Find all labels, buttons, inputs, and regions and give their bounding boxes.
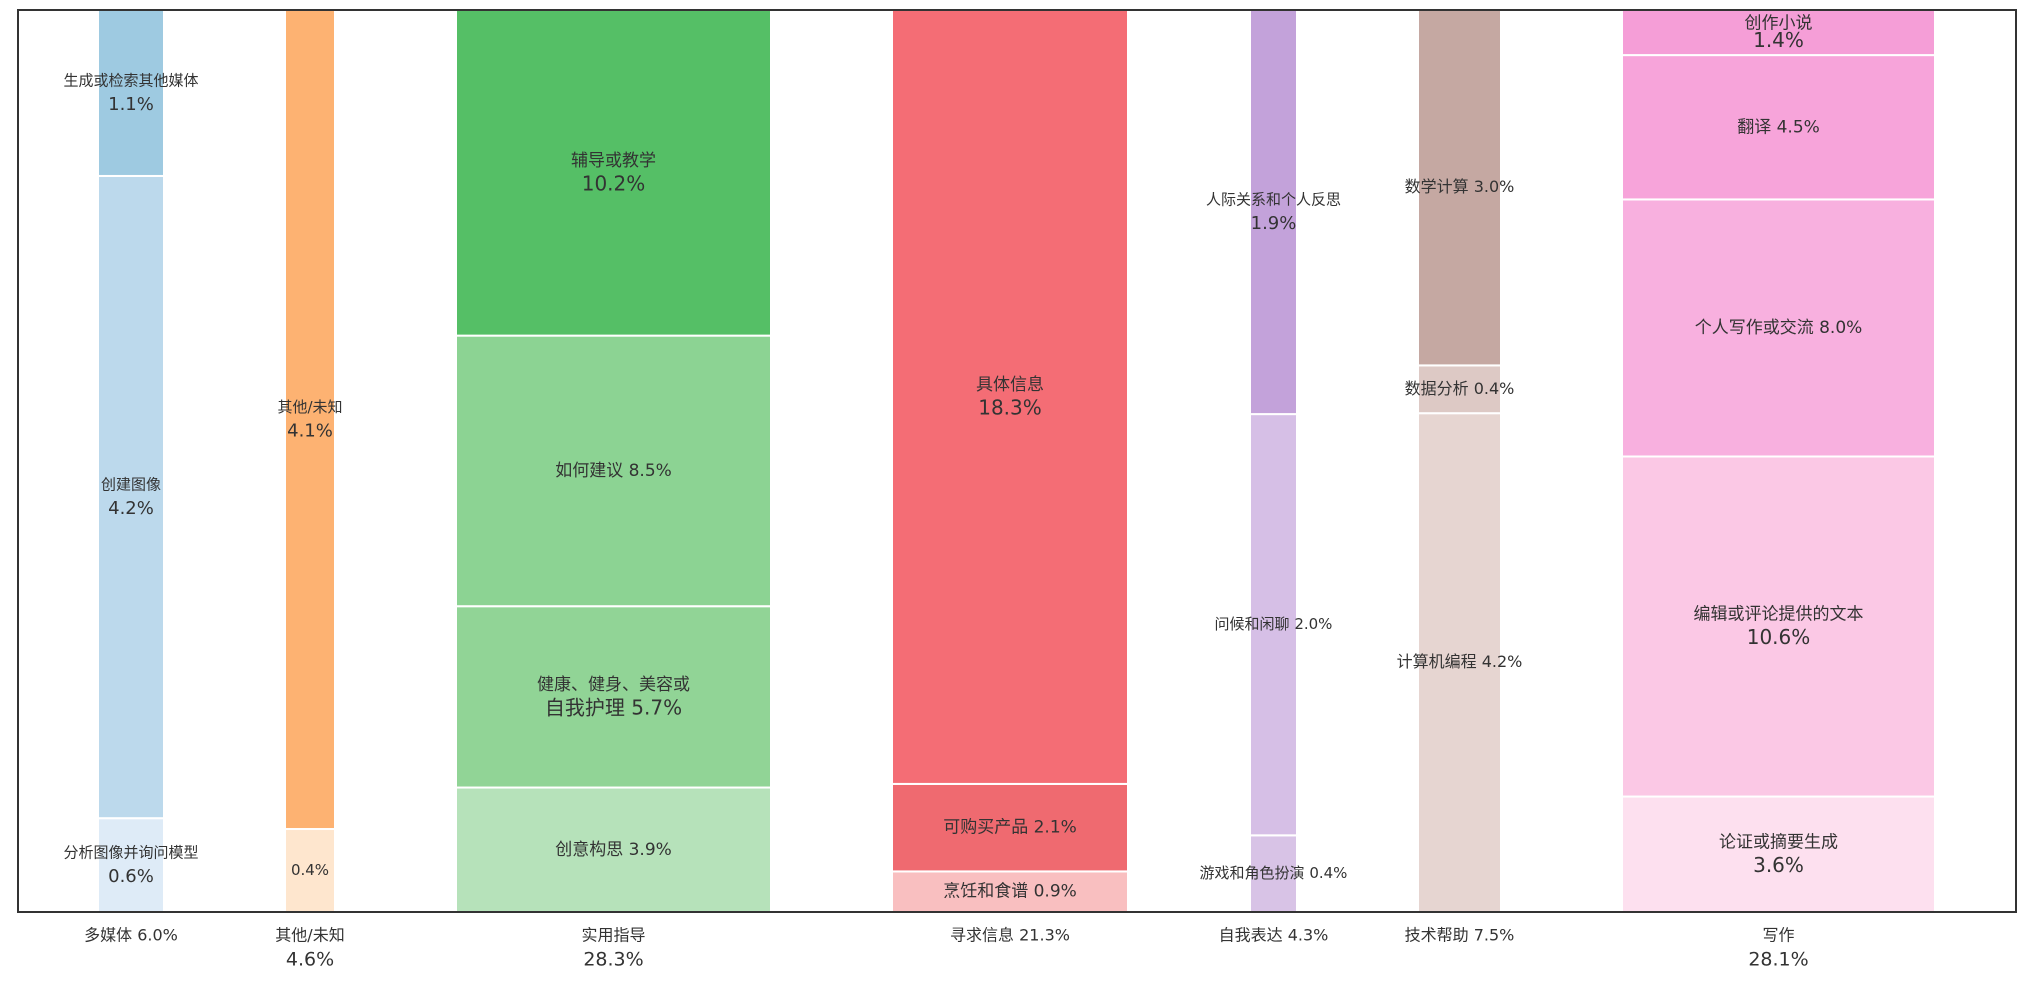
segment-label: 创意构思 3.9% [555, 840, 672, 860]
segment-label: 个人写作或交流 8.0% [1695, 318, 1863, 338]
x-tick-label: 寻求信息 21.3% [950, 926, 1070, 945]
bar-segment [1249, 9, 1298, 416]
segment-label: 健康、健身、美容或 [537, 675, 690, 695]
segment-value-label: 18.3% [978, 395, 1042, 419]
segment-label: 生成或检索其他媒体 [63, 71, 198, 89]
bar-segment [455, 786, 772, 913]
segment-value-label: 4.1% [287, 421, 333, 442]
segment-value-label: 1.1% [108, 94, 154, 115]
segment-value-label: 1.4% [1753, 28, 1804, 52]
x-tick-label: 写作 [1762, 926, 1794, 945]
bar-segment [97, 817, 165, 914]
segment-value-label: 0.6% [108, 866, 154, 887]
segment-label: 编辑或评论提供的文本 [1694, 605, 1864, 625]
x-tick-label: 多媒体 6.0% [84, 926, 178, 945]
segment-value-label: 10.2% [582, 171, 646, 195]
segment-label: 数据分析 0.4% [1405, 379, 1515, 398]
bar-segment [1249, 413, 1298, 837]
x-tick-label: 自我表达 4.3% [1219, 926, 1329, 945]
bar-segment [891, 9, 1129, 785]
segment-value-label: 4.2% [108, 498, 154, 519]
bar-segment [1621, 54, 1936, 201]
x-tick-value-label: 28.1% [1748, 949, 1808, 971]
segment-value-label: 自我护理 5.7% [545, 695, 682, 719]
segment-label: 数学计算 3.0% [1405, 177, 1515, 196]
segment-label: 辅导或教学 [571, 151, 656, 171]
segment-value-label: 10.6% [1747, 625, 1811, 649]
bar-segment [1621, 198, 1936, 458]
bar-segment [1417, 412, 1502, 913]
x-tick-labels-layer: 多媒体 6.0% 其他/未知 4.6% 实用指导 28.3% 寻求信息 21.3% 自我表达… [84, 926, 1809, 971]
segment-label: 分析图像并询问模型 [63, 844, 198, 862]
bar-segment [1417, 364, 1502, 415]
bar-segment [891, 870, 1129, 913]
x-tick-label: 技术帮助 7.5% [1405, 926, 1515, 945]
segment-label: 计算机编程 4.2% [1397, 652, 1523, 671]
segment-label: 人际关系和个人反思 [1206, 191, 1341, 209]
bar-segment [97, 174, 165, 820]
bar-segment [891, 782, 1129, 873]
segment-value-label: 3.6% [1753, 853, 1804, 877]
segment-label: 游戏和角色扮演 0.4% [1200, 864, 1348, 882]
segment-labels-layer: 分析图像并询问模型 0.6% 创建图像 4.2% 生成或检索其他媒体 1.1% 0.4% 其他… [63, 14, 1863, 902]
segment-label: 论证或摘要生成 [1719, 832, 1838, 852]
bar-segment [1621, 9, 1936, 57]
segment-label: 问候和闲聊 2.0% [1215, 615, 1333, 633]
segment-label: 创建图像 [101, 476, 161, 494]
x-tick-value-label: 28.3% [583, 949, 643, 971]
x-tick-label: 其他/未知 [275, 926, 344, 945]
x-tick-label: 实用指导 [581, 926, 645, 945]
plot-area-frame [17, 9, 2017, 913]
bar-segment [1621, 455, 1936, 798]
segment-label: 创作小说 [1745, 14, 1813, 34]
bar-segment [284, 9, 336, 831]
bar-segment [455, 9, 772, 337]
segment-label: 烹饪和食谱 0.9% [943, 881, 1077, 902]
bar-segment [1417, 9, 1502, 367]
bars-layer [97, 9, 1936, 914]
segment-label: 0.4% [291, 861, 329, 879]
x-tick-value-label: 4.6% [286, 949, 334, 971]
segment-value-label: 1.9% [1251, 213, 1297, 234]
bar-segment [97, 9, 165, 177]
segment-label: 具体信息 [976, 375, 1044, 395]
bar-segment [284, 828, 336, 913]
segment-label: 其他/未知 [277, 398, 342, 416]
segment-label: 可购买产品 2.1% [943, 818, 1077, 838]
bar-segment [455, 334, 772, 608]
segment-label: 翻译 4.5% [1737, 117, 1820, 137]
segment-label: 如何建议 8.5% [555, 461, 672, 481]
